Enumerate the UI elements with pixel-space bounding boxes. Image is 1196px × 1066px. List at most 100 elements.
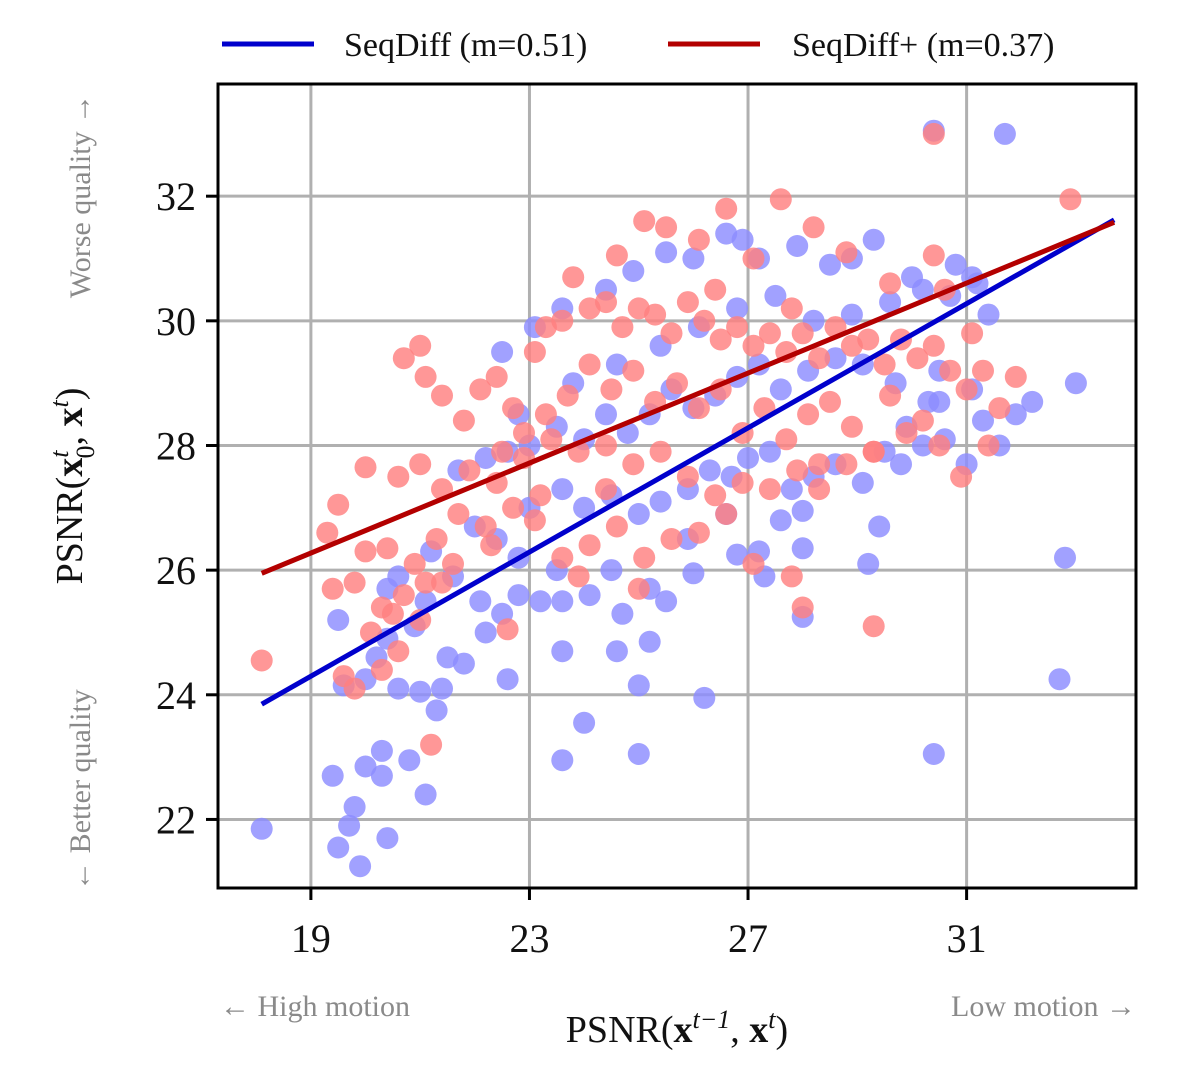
scatter-point: [769, 509, 792, 532]
annotation-worse-quality: Worse quality →: [64, 94, 97, 298]
y-tick-label: 24: [156, 673, 196, 718]
scatter-point: [819, 390, 841, 413]
scatter-point: [660, 322, 683, 345]
scatter-point: [327, 836, 350, 859]
scatter-point: [403, 552, 426, 575]
scatter-point: [944, 253, 967, 276]
scatter-point: [595, 478, 617, 501]
scatter-point: [622, 260, 645, 282]
scatter-point: [791, 596, 814, 619]
scatter-point: [431, 384, 453, 407]
annotation-better-quality: ← Better quality: [64, 689, 97, 891]
fit-lines: [260, 217, 1116, 707]
scatter-point: [376, 537, 399, 560]
scatter-point: [392, 584, 415, 607]
scatter-point: [354, 540, 377, 563]
scatter-point: [1059, 188, 1082, 211]
scatter-point: [824, 347, 847, 370]
scatter-point: [349, 855, 372, 878]
scatter-point: [906, 347, 929, 370]
x-tick-label: 27: [728, 916, 768, 961]
scatter-point: [693, 686, 716, 709]
scatter-point: [780, 478, 803, 501]
x-tick-label: 23: [509, 916, 549, 961]
scatter-point: [709, 328, 732, 351]
scatter-point: [370, 764, 393, 787]
fit-line-seqdiff: [260, 217, 1116, 707]
scatter-point: [660, 528, 683, 550]
annotation-low-motion: Low motion →: [951, 990, 1136, 1023]
scatter-point: [977, 434, 1000, 457]
scatter-point: [387, 465, 410, 488]
scatter-point: [485, 365, 508, 388]
scatter-point: [474, 621, 497, 644]
x-tick-label: 31: [947, 916, 987, 961]
scatter-point: [414, 783, 437, 806]
scatter-point: [447, 503, 470, 525]
scatter-point: [791, 499, 814, 522]
scatter-point: [250, 817, 273, 840]
scatter-point: [573, 711, 596, 734]
scatter-point: [726, 316, 749, 339]
scatter-point: [911, 434, 934, 457]
scatter-point: [704, 484, 727, 507]
scatter-point: [633, 546, 656, 569]
x-tick-label: 19: [291, 916, 331, 961]
scatter-point: [791, 322, 814, 345]
scatter-point: [327, 493, 350, 516]
scatter-point: [939, 359, 962, 382]
scatter-point: [431, 677, 453, 700]
scatter-point: [605, 244, 628, 267]
scatter-point: [676, 291, 699, 314]
scatter-point: [835, 453, 858, 476]
scatter-point: [387, 677, 410, 700]
scatter-point: [321, 577, 344, 600]
scatter-point: [370, 739, 393, 762]
legend: SeqDiff (m=0.51) SeqDiff+ (m=0.37): [222, 27, 1054, 64]
scatter-point: [414, 365, 437, 388]
scatter-point: [250, 649, 273, 672]
scatter-point: [972, 409, 994, 432]
scatter-point: [977, 303, 1000, 326]
scatter-point: [988, 397, 1011, 420]
scatter-point: [474, 515, 497, 538]
scatter-point: [726, 543, 749, 566]
scatter-point: [808, 453, 831, 476]
scatter-point: [354, 456, 377, 479]
scatter-point: [731, 228, 754, 251]
scatter-point: [911, 409, 934, 432]
legend-label-seqdiff-plus: SeqDiff+ (m=0.37): [792, 27, 1054, 64]
scatter-point: [502, 496, 525, 519]
scatter-point: [420, 733, 443, 756]
scatter-point: [758, 478, 781, 501]
scatter-point: [1004, 365, 1027, 388]
scatter-point: [316, 521, 339, 544]
scatter-point: [442, 552, 464, 575]
scatter-point: [922, 244, 945, 267]
scatter-point: [534, 403, 557, 426]
y-axis-ticks: 22 24 26 28 30 32: [156, 174, 218, 842]
scatter-point: [873, 353, 896, 376]
scatter-point: [573, 496, 596, 519]
scatter-point: [644, 303, 667, 326]
scatter-point: [540, 428, 563, 451]
scatter-point: [409, 453, 432, 476]
scatter-point: [627, 577, 650, 600]
scatter-point: [551, 478, 574, 501]
scatter-point: [922, 743, 945, 765]
scatter-point: [425, 699, 448, 722]
scatter-point: [409, 680, 432, 703]
scatter-point: [857, 552, 880, 575]
scatter-point: [758, 440, 781, 463]
scatter-point: [600, 559, 623, 582]
y-axis-label: PSNR(xt0, xt): [45, 388, 100, 585]
scatter-point: [687, 397, 710, 420]
scatter-point: [808, 347, 831, 370]
scatter-point: [398, 749, 421, 772]
scatter-point: [840, 415, 863, 438]
fit-line-seqdiff-plus: [260, 220, 1116, 576]
scatter-point: [775, 428, 798, 451]
scatter-point: [627, 674, 650, 697]
scatter-point: [922, 122, 945, 145]
scatter-point: [595, 291, 617, 314]
